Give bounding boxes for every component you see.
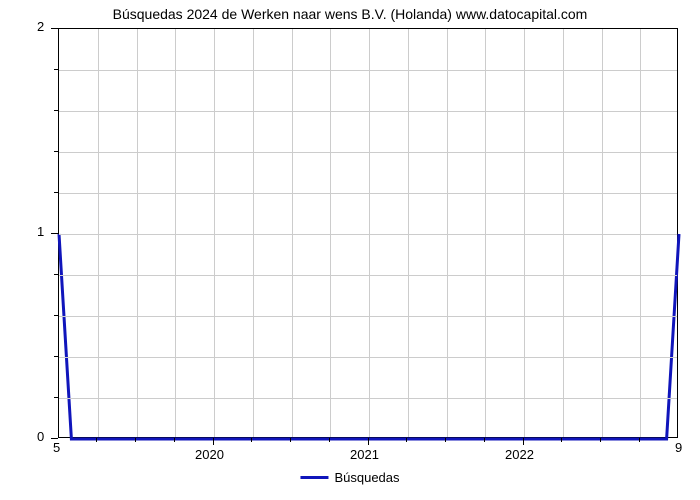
grid-line-vertical [330, 29, 331, 437]
grid-line-vertical [447, 29, 448, 437]
grid-line-vertical [98, 29, 99, 437]
x-tick-minor [135, 438, 136, 442]
y-tick-minor [54, 315, 58, 316]
legend-swatch [300, 476, 328, 479]
y-tick-minor [54, 397, 58, 398]
x-tick-minor [96, 438, 97, 442]
corner-label-bl: 5 [53, 440, 60, 455]
y-axis-label: 2 [37, 19, 44, 34]
x-tick-major [523, 438, 524, 445]
y-axis-label: 1 [37, 224, 44, 239]
x-tick-major [213, 438, 214, 445]
x-tick-minor [406, 438, 407, 442]
y-tick-minor [54, 192, 58, 193]
grid-line-vertical [292, 29, 293, 437]
grid-line-horizontal [59, 398, 677, 399]
grid-line-horizontal [59, 316, 677, 317]
grid-line-vertical [137, 29, 138, 437]
y-tick-minor [54, 69, 58, 70]
grid-line-vertical [563, 29, 564, 437]
y-tick-minor [54, 356, 58, 357]
grid-line-horizontal [59, 234, 677, 235]
corner-label-br: 9 [675, 440, 682, 455]
grid-line-vertical [640, 29, 641, 437]
grid-line-vertical [485, 29, 486, 437]
x-tick-minor [445, 438, 446, 442]
legend-label: Búsquedas [334, 470, 399, 485]
x-tick-major [368, 438, 369, 445]
grid-line-vertical [524, 29, 525, 437]
x-tick-minor [600, 438, 601, 442]
x-tick-minor [251, 438, 252, 442]
y-axis-label: 0 [37, 429, 44, 444]
y-tick-major [51, 233, 58, 234]
y-tick-major [51, 28, 58, 29]
grid-line-horizontal [59, 152, 677, 153]
y-tick-minor [54, 274, 58, 275]
x-tick-minor [290, 438, 291, 442]
x-tick-minor [561, 438, 562, 442]
x-tick-minor [484, 438, 485, 442]
chart-container: Búsquedas 2024 de Werken naar wens B.V. … [0, 0, 700, 500]
y-tick-minor [54, 110, 58, 111]
grid-line-vertical [175, 29, 176, 437]
grid-line-vertical [408, 29, 409, 437]
x-tick-minor [329, 438, 330, 442]
x-axis-label: 2020 [195, 447, 224, 462]
grid-line-horizontal [59, 70, 677, 71]
chart-title: Búsquedas 2024 de Werken naar wens B.V. … [0, 6, 700, 22]
grid-line-horizontal [59, 193, 677, 194]
grid-line-vertical [214, 29, 215, 437]
x-axis-label: 2021 [350, 447, 379, 462]
y-tick-minor [54, 151, 58, 152]
grid-line-vertical [253, 29, 254, 437]
grid-line-horizontal [59, 275, 677, 276]
x-tick-minor [174, 438, 175, 442]
grid-line-vertical [602, 29, 603, 437]
grid-line-horizontal [59, 111, 677, 112]
x-tick-minor [639, 438, 640, 442]
y-tick-major [51, 438, 58, 439]
plot-area [58, 28, 678, 438]
grid-line-horizontal [59, 357, 677, 358]
legend: Búsquedas [300, 470, 399, 485]
grid-line-vertical [369, 29, 370, 437]
x-axis-label: 2022 [505, 447, 534, 462]
